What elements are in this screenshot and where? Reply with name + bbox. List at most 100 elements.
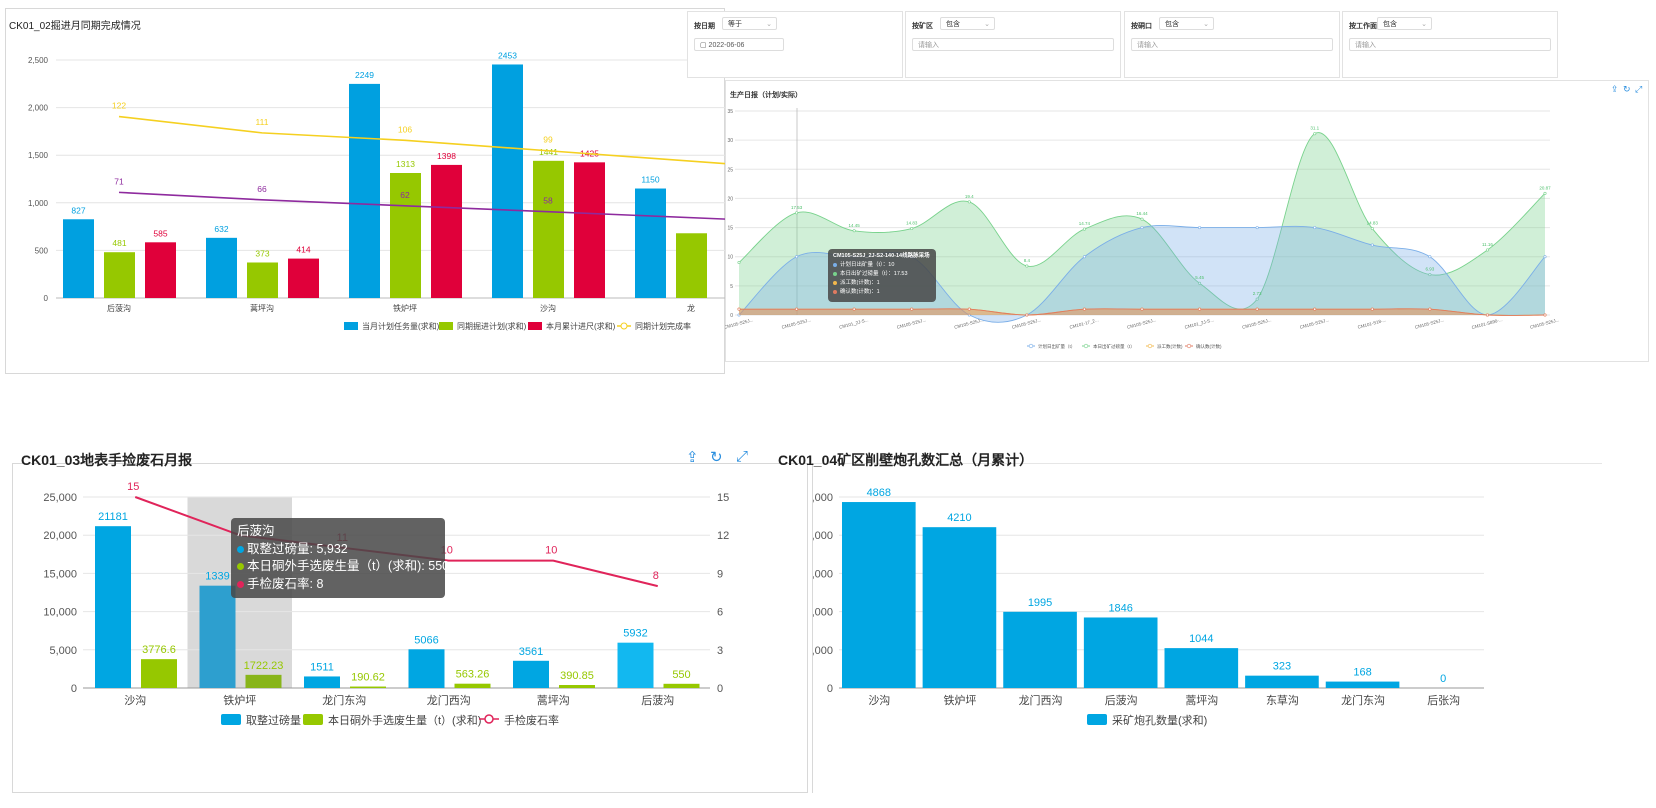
share-icon[interactable]: ⇪ bbox=[686, 449, 699, 466]
bar bbox=[635, 188, 666, 298]
legend-label: 本日出矿过磅量（t） bbox=[1093, 343, 1135, 350]
line-label: 111 bbox=[256, 117, 269, 127]
bar-label: 1441 bbox=[539, 147, 558, 157]
line-label: 10 bbox=[545, 545, 557, 557]
bar-label: 1044 bbox=[1189, 633, 1213, 645]
x-tick-label: 后张沟 bbox=[1427, 694, 1460, 707]
x-tick-label: 后菠沟 bbox=[1105, 694, 1138, 707]
filter-label: 按工作面 bbox=[1349, 23, 1377, 30]
legend-label: 同期计划完成率 bbox=[635, 321, 691, 331]
expand-icon[interactable]: ⤢ bbox=[736, 448, 749, 465]
data-point bbox=[1428, 273, 1432, 277]
chevron-down-icon: ⌄ bbox=[1203, 21, 1209, 28]
data-point bbox=[795, 255, 799, 259]
bar-label: 1995 bbox=[1028, 597, 1052, 609]
data-point bbox=[967, 307, 971, 311]
bar bbox=[431, 164, 462, 298]
x-tick-label: CM105-S25J... bbox=[896, 317, 926, 330]
y-tick-label: 2,500 bbox=[28, 56, 49, 65]
bar bbox=[1245, 675, 1319, 688]
value-label: 31.1 bbox=[1310, 126, 1319, 131]
chevron-down-icon: ⌄ bbox=[766, 21, 772, 28]
filter-operator-select[interactable]: 包含 ⌄ bbox=[1377, 17, 1432, 30]
bar bbox=[617, 642, 654, 688]
x-tick-label: CM105-S25J... bbox=[954, 317, 984, 330]
bar-label: 2453 bbox=[498, 50, 517, 60]
legend-label: 手检废石率 bbox=[504, 713, 559, 727]
data-point bbox=[1025, 313, 1029, 317]
tooltip-row: 手检废石率: 8 bbox=[237, 576, 439, 594]
chevron-down-icon: ⌄ bbox=[1421, 21, 1427, 28]
filter-input[interactable]: 请输入 bbox=[1131, 38, 1333, 51]
x-tick-label: 龙 bbox=[687, 303, 695, 313]
bar-label: 1150 bbox=[641, 175, 660, 185]
data-point bbox=[1140, 217, 1144, 221]
data-point bbox=[737, 313, 741, 317]
x-tick-label: 东草沟 bbox=[1266, 694, 1299, 707]
bar-label: 1722.23 bbox=[244, 660, 284, 672]
chart-tooltip: CM105-S25J_2J-S2-140-14线路脉采场 计划日出矿量（t）：1… bbox=[828, 249, 936, 302]
legend-label: 本日硐外手选废生量（t）(求和) bbox=[328, 713, 481, 727]
series-area bbox=[739, 308, 1545, 316]
legend-label: 确认数(计数) bbox=[1196, 343, 1222, 350]
bar bbox=[247, 262, 278, 298]
operator-value: 包含 bbox=[1165, 21, 1179, 28]
date-input[interactable]: ▢ 2022-06-06 bbox=[694, 38, 784, 51]
bar bbox=[390, 173, 421, 298]
bar-label: 1511 bbox=[310, 661, 334, 673]
bar bbox=[492, 64, 523, 298]
y-tick-label: 1,000 bbox=[813, 645, 833, 657]
data-point bbox=[795, 211, 799, 215]
refresh-icon[interactable]: ↻ bbox=[1623, 84, 1631, 94]
data-point bbox=[1370, 227, 1374, 231]
bar-label: 1846 bbox=[1108, 602, 1132, 614]
y-tick-label: 5,000 bbox=[813, 492, 833, 504]
bar-label: 1313 bbox=[396, 159, 415, 169]
series-area bbox=[739, 132, 1545, 315]
data-point bbox=[1485, 248, 1489, 252]
legend-swatch bbox=[439, 322, 453, 330]
value-label: 17.53 bbox=[791, 205, 803, 210]
blast-hole-panel: 0 1,000 2,000 3,000 4,000 5,000 4868 4210 1995 18… bbox=[812, 463, 1602, 793]
legend-label: 同期掘进计划(求和) bbox=[457, 321, 527, 331]
data-point bbox=[1025, 264, 1029, 268]
refresh-icon[interactable]: ↻ bbox=[710, 449, 723, 466]
x-tick-label: CM105-S25J... bbox=[781, 317, 811, 330]
value-label: 8.4 bbox=[1024, 258, 1031, 263]
panel-title: CK01_02掘进月同期完成情况 bbox=[9, 21, 141, 32]
bar-label: 3561 bbox=[519, 646, 543, 658]
tooltip-title: 后菠沟 bbox=[237, 524, 275, 538]
share-icon[interactable]: ⇪ bbox=[1611, 84, 1619, 94]
bar bbox=[145, 242, 176, 298]
y2-tick-label: 12 bbox=[717, 530, 729, 542]
operator-value: 包含 bbox=[1383, 21, 1397, 28]
filter-input[interactable]: 请输入 bbox=[1349, 38, 1551, 51]
value-label: 6.93 bbox=[1425, 267, 1434, 272]
bar bbox=[1325, 681, 1400, 688]
bar-label: 1398 bbox=[437, 151, 456, 161]
y-tick-label: 0 bbox=[730, 313, 733, 319]
expand-icon[interactable]: ⤢ bbox=[1635, 84, 1643, 94]
filter-label: 按硐口 bbox=[1131, 23, 1152, 30]
filter-operator-select[interactable]: 包含 ⌄ bbox=[940, 17, 995, 30]
legend-label: 计划日出矿量（t） bbox=[1038, 343, 1075, 350]
y-tick-label: 0 bbox=[44, 294, 49, 303]
data-point bbox=[1543, 313, 1547, 317]
value-label: 20.87 bbox=[1539, 185, 1551, 190]
bar-label: 1339 bbox=[205, 571, 229, 583]
filter-operator-select[interactable]: 等于 ⌄ bbox=[722, 17, 777, 30]
x-tick-label: 蒿坪沟 bbox=[250, 303, 274, 313]
bar-label: 585 bbox=[153, 228, 167, 238]
filter-operator-select[interactable]: 包含 ⌄ bbox=[1159, 17, 1214, 30]
bar-label: 4210 bbox=[947, 512, 971, 524]
data-point bbox=[1313, 132, 1317, 136]
bar bbox=[288, 258, 319, 298]
y2-tick-label: 6 bbox=[717, 607, 723, 619]
y-tick-label: 3,000 bbox=[813, 568, 833, 580]
data-point bbox=[1255, 297, 1259, 301]
chevron-down-icon: ⌄ bbox=[984, 21, 990, 28]
data-point bbox=[910, 307, 914, 311]
y-tick-label: 1,500 bbox=[28, 151, 49, 160]
filter-input[interactable]: 请输入 bbox=[912, 38, 1114, 51]
x-tick-label: CM105-S25J... bbox=[1299, 317, 1329, 330]
